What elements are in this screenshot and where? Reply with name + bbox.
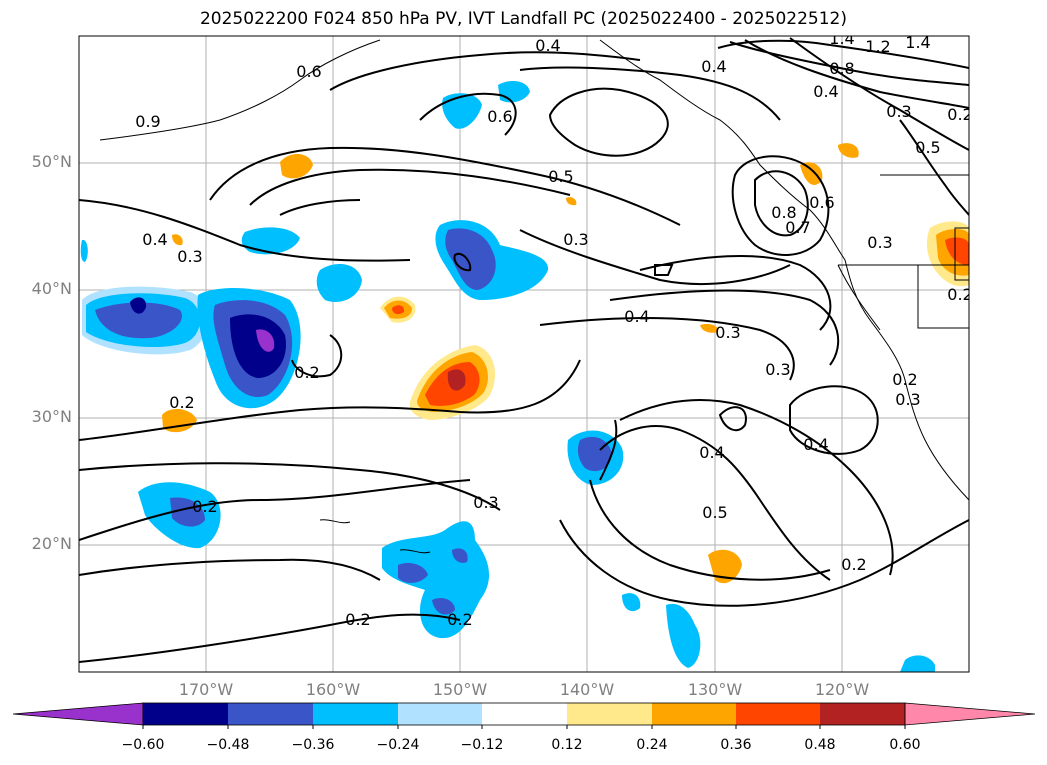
contour-label: 0.3 (886, 102, 911, 121)
colorbar-segment (567, 703, 652, 725)
contour-label: 0.3 (895, 390, 920, 409)
lat-label-30n: 30°N (31, 407, 72, 426)
colorbar-segment (313, 703, 398, 725)
contour-label: 0.9 (135, 112, 160, 131)
colorbar-tick-label: 0.60 (889, 737, 921, 753)
contour-label: 0.7 (785, 218, 810, 237)
contour-label: 0.4 (142, 230, 167, 249)
contour-label: 0.2 (447, 610, 472, 629)
coastlines (99, 39, 969, 554)
contour-label: 0.6 (296, 62, 321, 81)
colorbar-segment (736, 703, 820, 725)
contour-labels: 0.4 0.6 1.4 1.2 1.4 0.8 0.4 0.4 0.3 0.5 … (135, 29, 972, 629)
contour-label: 0.2 (345, 610, 370, 629)
colorbar-tick-label: −0.12 (460, 737, 504, 753)
contour-label: 0.5 (548, 167, 573, 186)
contour-label: 0.8 (771, 203, 796, 222)
contour-label: 1.4 (829, 29, 854, 48)
contour-label: 0.3 (177, 247, 202, 266)
contour-label: 0.4 (535, 36, 560, 55)
colorbar-segment (820, 703, 905, 725)
contour-label: 1.4 (905, 33, 930, 52)
figure-title: 2025022200 F024 850 hPa PV, IVT Landfall… (199, 9, 847, 29)
colorbar-extend-low (12, 702, 144, 726)
lon-label-130w: 130°W (687, 680, 743, 699)
colorbar-segment (398, 703, 482, 725)
contour-label: 0.6 (487, 107, 512, 126)
map-frame (78, 35, 970, 673)
lon-label-120w: 120°W (814, 680, 870, 699)
contour-label: 0.5 (915, 138, 940, 157)
contour-label: 1.2 (865, 37, 890, 56)
pv-contours (79, 37, 969, 663)
contour-label: 0.3 (867, 233, 892, 252)
lon-label-170w: 170°W (178, 680, 234, 699)
colorbar-extend-high (904, 702, 1036, 726)
contour-label: 0.4 (813, 82, 838, 101)
contour-label: 0.2 (169, 393, 194, 412)
contour-label: 0.4 (624, 307, 649, 326)
colorbar-tick-label: 0.12 (551, 737, 583, 753)
lat-label-50n: 50°N (31, 152, 72, 171)
contour-label: 0.2 (892, 370, 917, 389)
contour-label: 0.8 (829, 59, 854, 78)
colorbar-tick-label: −0.48 (206, 737, 250, 753)
lon-label-160w: 160°W (305, 680, 361, 699)
colorbar-tick-label: 0.36 (720, 737, 752, 753)
colorbar-tick-label: −0.36 (291, 737, 335, 753)
contour-label: 0.4 (803, 435, 828, 454)
contour-label: 0.5 (702, 503, 727, 522)
contour-label: 0.3 (473, 493, 498, 512)
contour-label: 0.2 (947, 285, 972, 304)
colorbar-segment (482, 703, 567, 725)
colorbar-tick-label: 0.24 (636, 737, 668, 753)
colorbar-segment (228, 703, 313, 725)
pv-fill-positive (162, 143, 969, 584)
colorbar-segment (143, 703, 228, 725)
lon-label-140w: 140°W (559, 680, 615, 699)
contour-label: 0.3 (765, 360, 790, 379)
lon-label-150w: 150°W (432, 680, 488, 699)
colorbar-tick-label: 0.48 (804, 737, 836, 753)
contour-label: 0.4 (699, 443, 724, 462)
contour-label: 0.3 (563, 230, 588, 249)
contour-label: 0.2 (841, 555, 866, 574)
map-content: 0.4 0.6 1.4 1.2 1.4 0.8 0.4 0.4 0.3 0.5 … (79, 29, 972, 672)
colorbar (12, 702, 1036, 729)
contour-label: 0.2 (192, 497, 217, 516)
colorbar-tick-label: −0.60 (121, 737, 165, 753)
pv-fill-negative (80, 80, 935, 672)
contour-label: 0.6 (809, 193, 834, 212)
contour-label: 0.2 (294, 363, 319, 382)
colorbar-segment (652, 703, 736, 725)
colorbar-outline (142, 702, 906, 726)
contour-label: 0.3 (715, 323, 740, 342)
colorbar-tick-label: −0.24 (376, 737, 420, 753)
lat-label-40n: 40°N (31, 279, 72, 298)
contour-label: 0.4 (701, 57, 726, 76)
contour-label: 0.2 (947, 105, 972, 124)
lat-label-20n: 20°N (31, 534, 72, 553)
